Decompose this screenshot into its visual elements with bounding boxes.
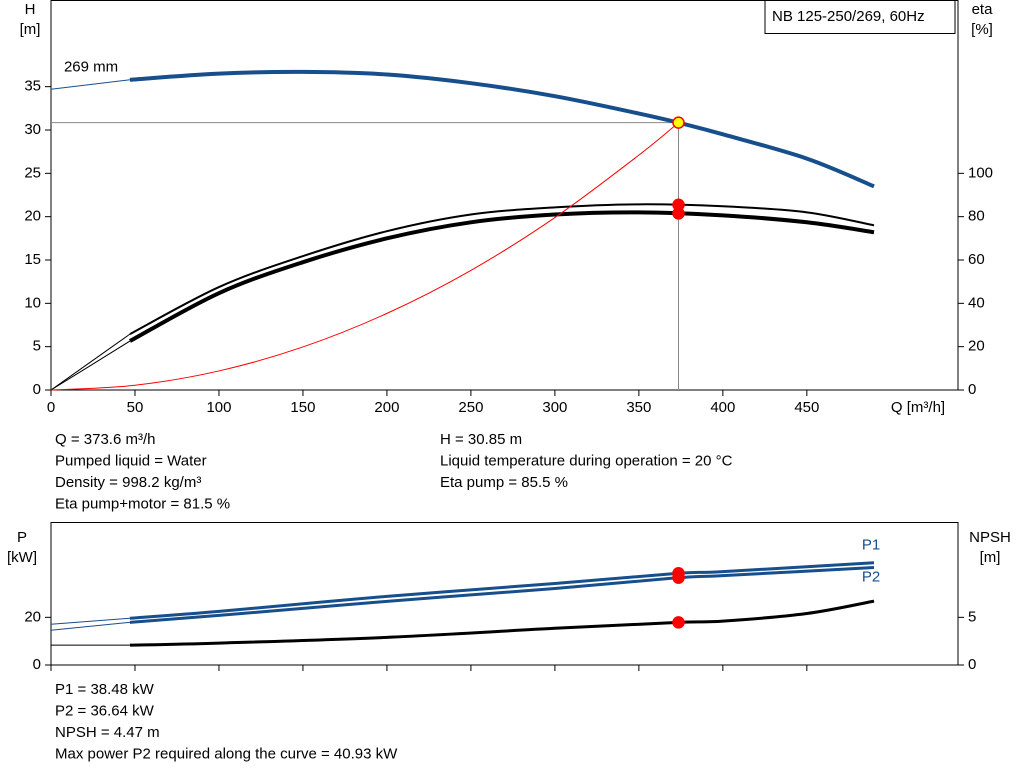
y-axis-label: [kW] <box>7 549 37 566</box>
info-text: P2 = 36.64 kW <box>55 702 155 719</box>
y-tick-label: 30 <box>24 121 41 138</box>
curve <box>129 203 875 335</box>
x-axis-label: Q [m³/h] <box>891 399 945 416</box>
operating-point <box>672 571 685 584</box>
curve <box>50 122 679 391</box>
y2-axis-label: [m] <box>980 549 1001 566</box>
curve-label: P2 <box>862 568 880 585</box>
y2-axis-label: [%] <box>971 21 993 38</box>
curve <box>50 617 130 625</box>
y2-tick-label: 0 <box>968 381 976 398</box>
y-tick-label: 15 <box>24 251 41 268</box>
curve <box>50 621 130 631</box>
x-tick-label: 250 <box>458 399 483 416</box>
y2-tick-label: 40 <box>968 294 985 311</box>
info-text: P1 = 38.48 kW <box>55 681 155 698</box>
legend-box <box>764 0 956 34</box>
x-tick-label: 300 <box>542 399 567 416</box>
legend-text: NB 125-250/269, 60Hz <box>772 8 925 25</box>
x-tick-label: 100 <box>206 399 231 416</box>
y2-tick-label: 80 <box>968 208 985 225</box>
x-tick-label: 350 <box>626 399 651 416</box>
plot-frame <box>50 0 959 391</box>
info-text: Eta pump+motor = 81.5 % <box>55 495 230 512</box>
curve <box>129 69 875 189</box>
x-tick-label: 450 <box>794 399 819 416</box>
curve-label: 269 mm <box>64 59 118 76</box>
y-tick-label: 0 <box>33 656 41 673</box>
plot-frame <box>50 522 959 666</box>
info-text: Q = 373.6 m³/h <box>55 431 155 448</box>
info-text: Density = 998.2 kg/m³ <box>55 474 201 491</box>
y2-tick-label: 100 <box>968 164 993 181</box>
operating-point <box>672 116 685 129</box>
x-tick-label: 400 <box>710 399 735 416</box>
x-tick-label: 150 <box>290 399 315 416</box>
y-axis-label: H <box>25 1 36 18</box>
curve <box>129 599 875 647</box>
x-tick-label: 50 <box>127 399 144 416</box>
info-text: NPSH = 4.47 m <box>55 724 160 741</box>
curve <box>129 561 875 620</box>
y2-tick-label: 60 <box>968 251 985 268</box>
curve-label: P1 <box>862 537 880 554</box>
info-text: Pumped liquid = Water <box>55 452 207 469</box>
curve <box>128 210 875 343</box>
y2-tick-label: 20 <box>968 338 985 355</box>
curve <box>50 79 131 90</box>
info-text: Liquid temperature during operation = 20… <box>440 452 733 469</box>
operating-point <box>672 207 685 220</box>
info-text: Eta pump = 85.5 % <box>440 474 568 491</box>
info-text: H = 30.85 m <box>440 431 522 448</box>
y-tick-label: 10 <box>24 294 41 311</box>
y-tick-label: 35 <box>24 78 41 95</box>
y2-tick-label: 5 <box>968 608 976 625</box>
info-text: Max power P2 required along the curve = … <box>55 745 398 762</box>
y-tick-label: 20 <box>24 208 41 225</box>
x-tick-label: 0 <box>47 399 55 416</box>
y-axis-label: [m] <box>20 21 41 38</box>
curve <box>50 340 131 391</box>
y-tick-label: 0 <box>33 381 41 398</box>
curve <box>129 565 875 624</box>
operating-point <box>672 616 685 629</box>
x-tick-label: 200 <box>374 399 399 416</box>
y2-axis-label: NPSH <box>969 529 1011 546</box>
y2-axis-label: eta <box>972 1 994 18</box>
curve <box>50 333 131 391</box>
y2-tick-label: 0 <box>968 656 976 673</box>
y-axis-label: P <box>17 529 27 546</box>
y-tick-label: 5 <box>33 338 41 355</box>
y-tick-label: 25 <box>24 164 41 181</box>
y-tick-label: 20 <box>24 608 41 625</box>
